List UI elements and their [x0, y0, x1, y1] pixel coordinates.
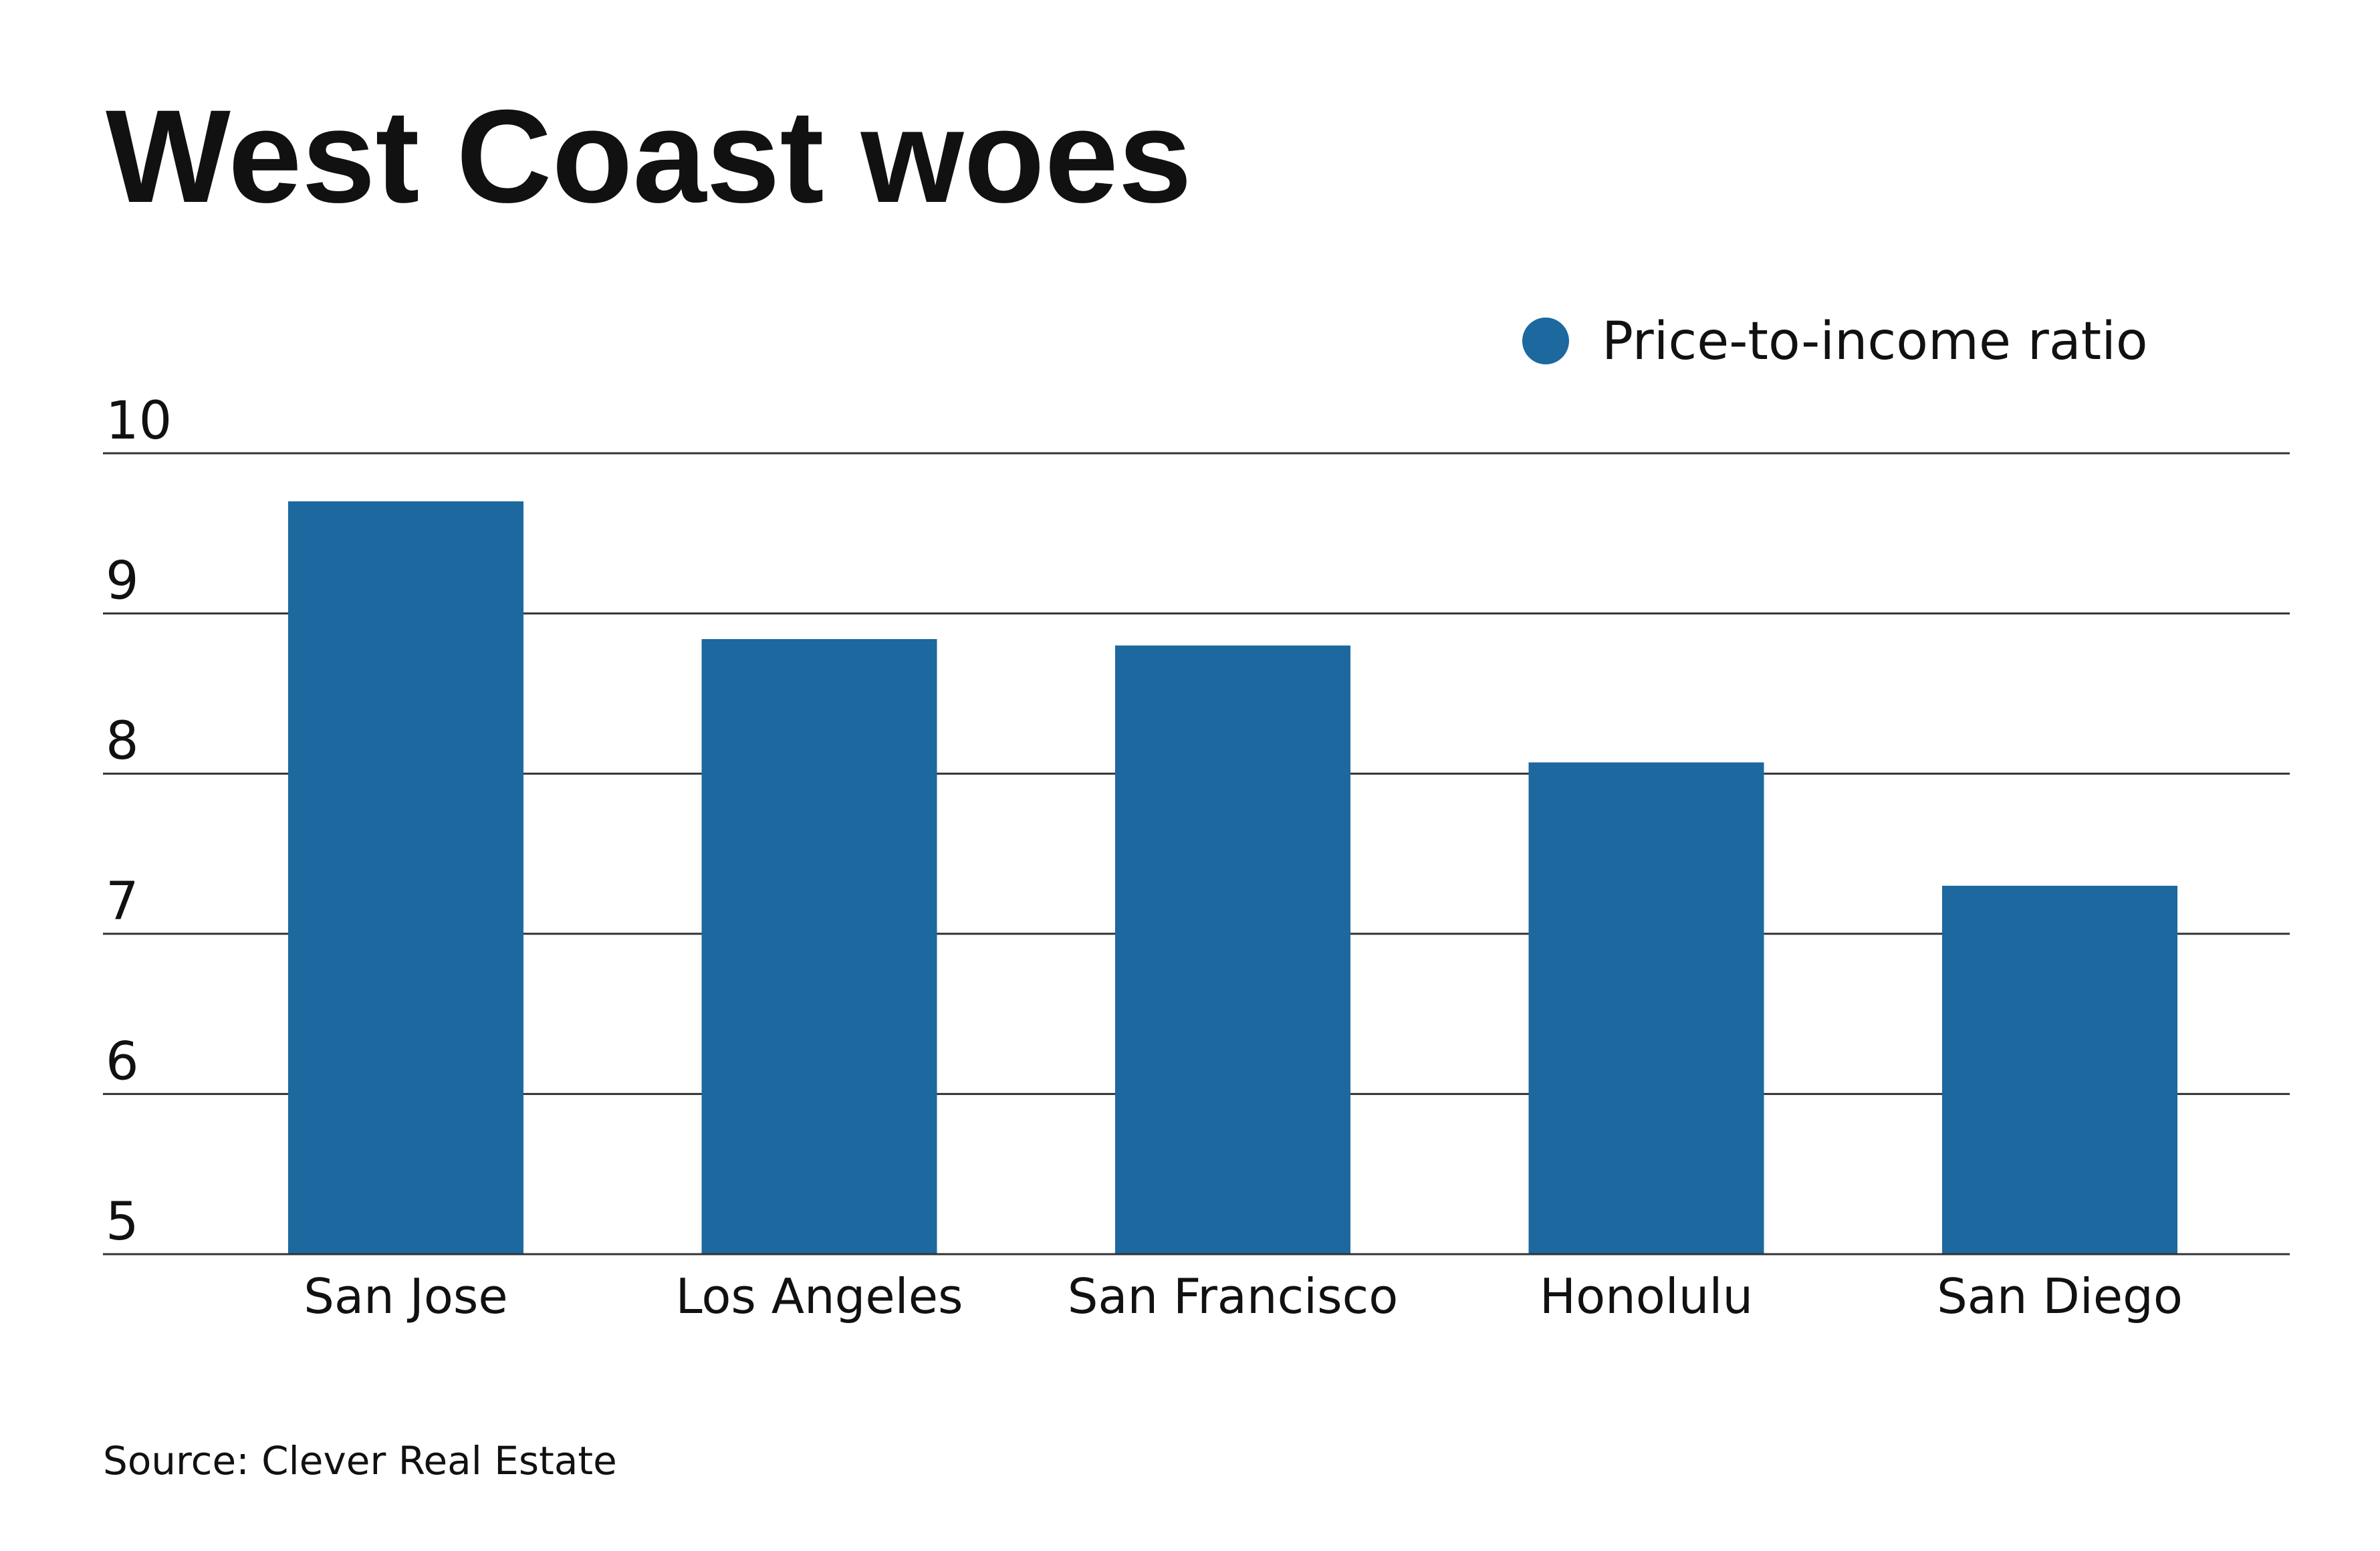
y-tick-label: 6: [106, 1032, 139, 1092]
y-tick-label: 7: [106, 872, 139, 932]
legend: Price-to-income ratio: [1522, 312, 2148, 372]
y-tick-label: 10: [106, 391, 172, 451]
x-category-label: Los Angeles: [676, 1268, 963, 1324]
chart-title: West Coast woes: [106, 82, 1192, 230]
y-tick-label: 9: [106, 552, 139, 612]
bar: [701, 638, 937, 1254]
bar: [1528, 762, 1764, 1254]
bar: [1115, 645, 1350, 1254]
y-axis-ticks: 5 6 7 8 9 10: [106, 391, 172, 1252]
source-note: Source: Clever Real Estate: [103, 1438, 617, 1483]
x-category-label: Honolulu: [1540, 1268, 1753, 1324]
x-category-label: San Diego: [1937, 1268, 2183, 1324]
bar: [288, 501, 523, 1254]
legend-swatch: [1522, 318, 1569, 364]
x-axis-labels: San Jose Los Angeles San Francisco Honolulu…: [304, 1268, 2183, 1324]
legend-label: Price-to-income ratio: [1602, 312, 2148, 372]
x-category-label: San Jose: [304, 1268, 507, 1324]
bar: [1942, 885, 2177, 1254]
y-tick-label: 8: [106, 711, 139, 771]
y-tick-label: 5: [106, 1192, 139, 1252]
x-category-label: San Francisco: [1068, 1268, 1399, 1324]
bars: [103, 501, 2290, 1256]
